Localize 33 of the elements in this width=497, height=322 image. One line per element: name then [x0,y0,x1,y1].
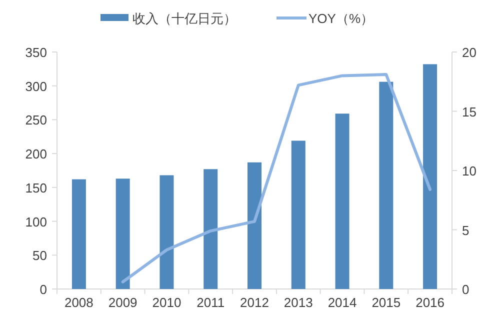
bar [116,178,130,289]
y-tick-label: 300 [25,78,47,94]
y-tick-label: 100 [25,214,47,230]
y-tick-label: 350 [25,45,47,60]
y2-tick-label: 10 [462,164,476,178]
y-tick-label: 50 [32,248,47,264]
legend-label: YOY（%） [308,11,374,26]
y-tick-label: 200 [25,146,47,162]
x-tick-label: 2014 [328,295,357,310]
x-tick-label: 2013 [284,295,313,310]
legend-label: 收入（十亿日元） [132,11,236,26]
y-tick-label: 150 [25,180,47,196]
bar [423,64,438,289]
bar [204,169,218,289]
bar [72,179,86,289]
bar [160,175,174,289]
x-tick-label: 2009 [108,295,138,310]
bar [291,140,306,289]
x-tick-label: 2015 [372,295,401,310]
bar [379,82,394,289]
x-tick-label: 2010 [152,295,182,310]
bar [335,114,350,289]
x-tick-label: 2016 [416,295,445,310]
x-tick-label: 2012 [240,295,269,310]
y2-tick-label: 0 [462,282,470,297]
y2-tick-label: 5 [462,222,470,238]
y-tick-label: 250 [25,112,47,128]
x-tick-label: 2008 [64,295,94,310]
bar [248,162,262,289]
y2-tick-label: 15 [462,104,476,120]
y2-tick-label: 20 [462,45,476,60]
x-tick-label: 2011 [196,295,225,310]
y-tick-label: 0 [40,282,47,297]
